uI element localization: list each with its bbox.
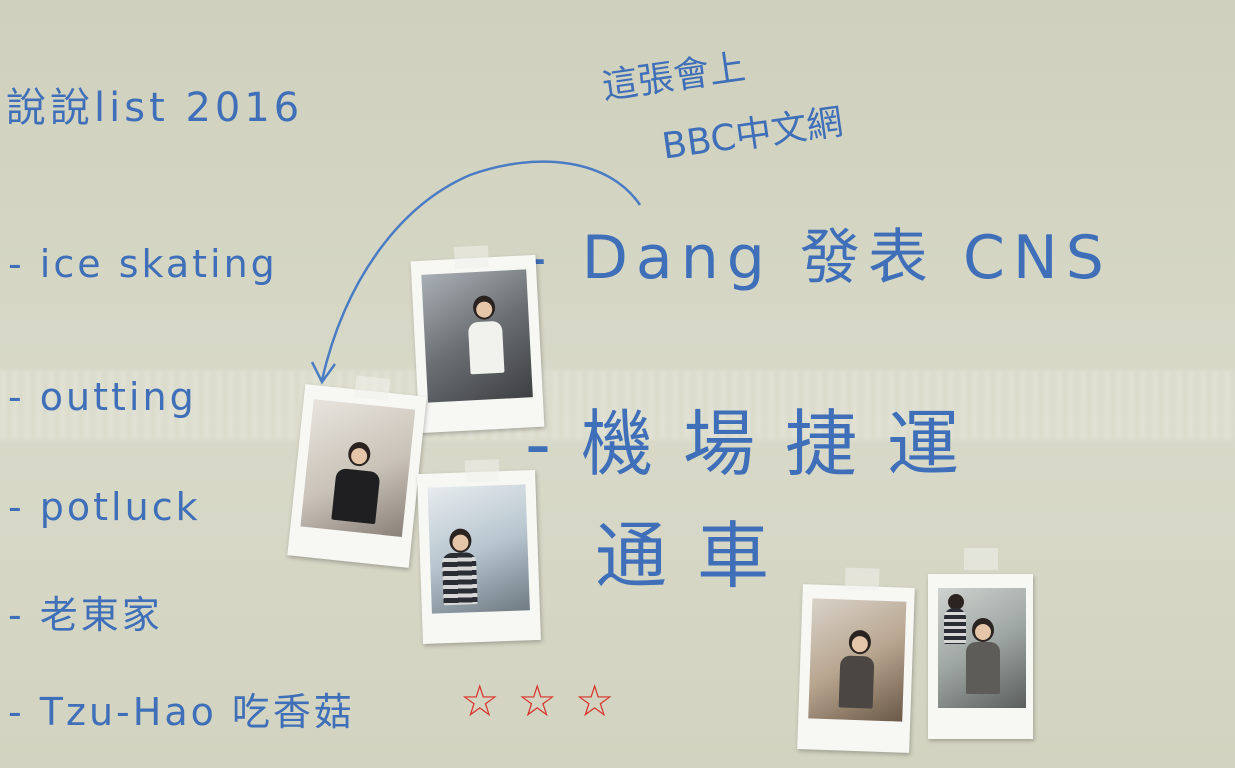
polaroid-photo (417, 459, 541, 645)
list-item: - 老東家 (8, 593, 163, 637)
board-title: 說說list 2016 (6, 85, 304, 131)
list-item: - Tzu-Hao 吃香菇 (8, 690, 355, 734)
polaroid-photo (928, 548, 1033, 739)
airport-mrt-note: -機場捷運 (525, 402, 989, 486)
list-item: - outting (8, 375, 197, 419)
list-item: - potluck (8, 485, 201, 529)
dang-cns-note: - Dang 發表 CNS (525, 223, 1112, 293)
list-item: - ice skating (8, 242, 278, 286)
light-reflection (0, 370, 1235, 440)
polaroid-photo (287, 375, 427, 568)
star-icons: ☆☆☆ (460, 676, 633, 727)
polaroid-photo (797, 567, 915, 753)
polaroid-photo (410, 245, 545, 434)
opening-note: 通車 (595, 514, 800, 598)
